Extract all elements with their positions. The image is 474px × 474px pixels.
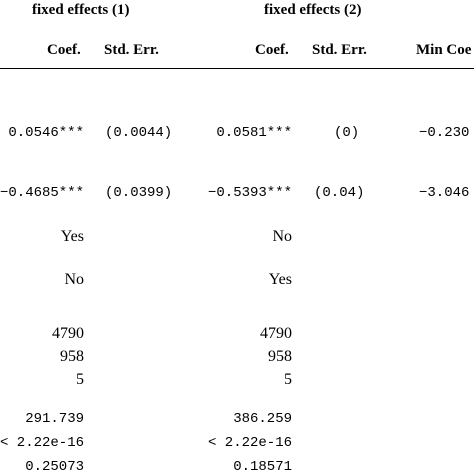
coef2-row1: 0.0581*** bbox=[216, 125, 292, 141]
n-groups-col2: 958 bbox=[268, 348, 292, 365]
col-header-std-err-1: Std. Err. bbox=[104, 42, 159, 58]
se2-row2: (0.04) bbox=[314, 185, 365, 201]
stat-f-col1: 291.739 bbox=[25, 411, 84, 427]
fe-b-col1: No bbox=[64, 271, 84, 288]
fe-b-col2: Yes bbox=[268, 271, 292, 288]
header-rule bbox=[0, 68, 474, 69]
n-periods-col1: 5 bbox=[76, 371, 84, 388]
group-header-fixed-effects-1: fixed effects (1) bbox=[32, 2, 130, 18]
coef2-row2: −0.5393*** bbox=[207, 185, 292, 201]
stat-r2-col1: 0.25073 bbox=[25, 459, 84, 474]
stat-p-col2: < 2.22e-16 bbox=[207, 435, 292, 451]
se1-row2: (0.0399) bbox=[105, 185, 173, 201]
n-periods-col2: 5 bbox=[284, 371, 292, 388]
group-header-fixed-effects-2: fixed effects (2) bbox=[264, 2, 362, 18]
fe-a-col2: No bbox=[272, 228, 292, 245]
col-header-std-err-2: Std. Err. bbox=[312, 42, 367, 58]
stat-p-col1: < 2.22e-16 bbox=[0, 435, 84, 451]
n-groups-col1: 958 bbox=[60, 348, 84, 365]
stat-r2-col2: 0.18571 bbox=[233, 459, 292, 474]
min-row1: −0.230 bbox=[419, 125, 470, 141]
stat-f-col2: 386.259 bbox=[233, 411, 292, 427]
col-header-coef-1: Coef. bbox=[47, 42, 81, 58]
coef1-row2: −0.4685*** bbox=[0, 185, 84, 201]
coef1-row1: 0.0546*** bbox=[8, 125, 84, 141]
se2-row1: (0) bbox=[334, 125, 360, 141]
se1-row1: (0.0044) bbox=[105, 125, 173, 141]
fe-a-col1: Yes bbox=[60, 228, 84, 245]
col-header-coef-2: Coef. bbox=[255, 42, 289, 58]
n-obs-col1: 4790 bbox=[52, 325, 84, 342]
min-row2: −3.046 bbox=[419, 185, 470, 201]
n-obs-col2: 4790 bbox=[260, 325, 292, 342]
col-header-min-coef: Min Coe bbox=[416, 42, 472, 58]
